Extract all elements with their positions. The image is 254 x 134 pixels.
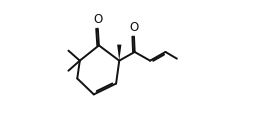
Text: O: O bbox=[93, 13, 102, 26]
Polygon shape bbox=[117, 45, 121, 61]
Text: O: O bbox=[129, 21, 139, 34]
